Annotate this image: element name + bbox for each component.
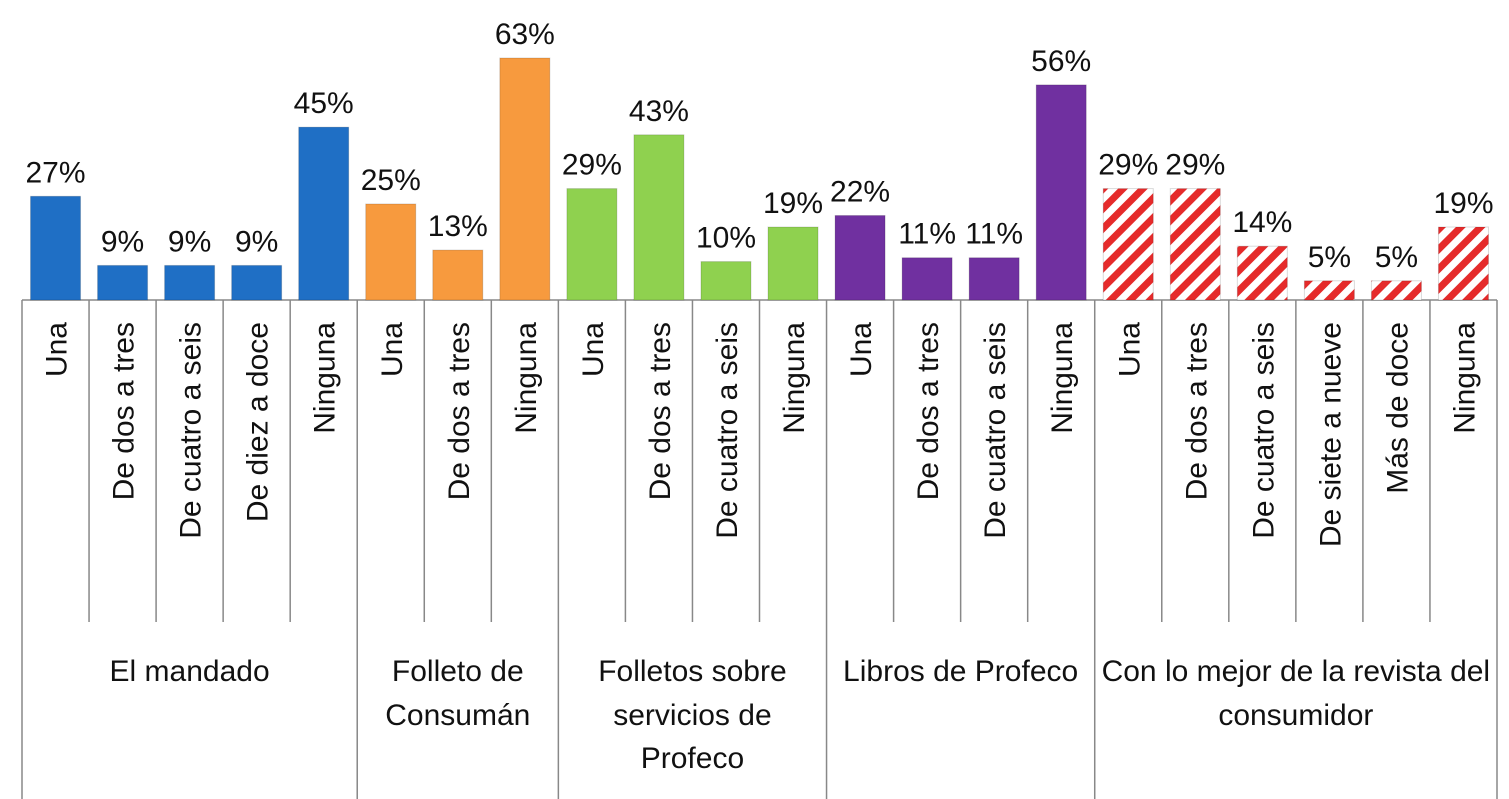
x-tick-label: Una [577, 322, 610, 377]
value-label: 27% [25, 156, 85, 189]
bar [1370, 280, 1422, 301]
x-tick-label: Una [845, 322, 878, 377]
bar [767, 226, 819, 301]
x-tick-label: Más de doce [1381, 322, 1414, 494]
bar [164, 264, 216, 301]
bar [834, 214, 886, 301]
value-label: 5% [1308, 241, 1351, 274]
bar [1437, 226, 1489, 301]
value-label: 9% [235, 225, 278, 258]
bar [298, 126, 350, 301]
group-label: Con lo mejor de la revista del consumido… [1101, 655, 1491, 732]
x-tick-label: De dos a tres [443, 322, 476, 500]
x-tick-label: Ninguna [510, 322, 543, 434]
bar [432, 249, 484, 301]
bar [968, 257, 1020, 301]
bar [700, 261, 752, 301]
x-tick-label: Ninguna [778, 322, 811, 434]
value-label: 14% [1232, 206, 1292, 239]
x-tick-label: De cuatro a seis [1247, 322, 1280, 539]
value-label: 9% [101, 225, 144, 258]
group-label: Folletos sobre servicios de Profeco [598, 655, 787, 775]
value-label: 29% [1098, 149, 1158, 182]
value-label: 29% [562, 149, 622, 182]
group-label: Libros de Profeco [843, 655, 1079, 688]
value-label: 29% [1165, 149, 1225, 182]
x-tick-label: Una [41, 322, 74, 377]
bar [1102, 188, 1154, 301]
x-tick-label: De dos a tres [1180, 322, 1213, 500]
bar [365, 203, 417, 301]
x-tick-label: Una [1113, 322, 1146, 377]
group-label: El mandado [109, 655, 270, 688]
value-label: 5% [1375, 241, 1418, 274]
value-label: 10% [696, 222, 756, 255]
bar [1035, 84, 1087, 301]
x-tick-label: Ninguna [1046, 322, 1079, 434]
x-tick-label: Ninguna [309, 322, 342, 434]
value-label: 63% [495, 18, 555, 51]
x-tick-label: De cuatro a seis [175, 322, 208, 539]
bar [566, 188, 618, 301]
x-tick-label: De siete a nueve [1314, 322, 1347, 547]
value-label: 22% [830, 175, 890, 208]
x-tick-label: Una [376, 322, 409, 377]
bar [30, 195, 82, 301]
group-label-box: Libros de Profeco [843, 655, 1079, 688]
x-tick-label: De cuatro a seis [711, 322, 744, 539]
bar [633, 134, 685, 301]
value-label: 43% [629, 95, 689, 128]
bar [231, 264, 283, 301]
group-label-box: El mandado [109, 655, 270, 688]
value-label: 11% [898, 218, 956, 251]
value-label: 9% [168, 225, 211, 258]
x-tick-label: De dos a tres [912, 322, 945, 500]
x-tick-label: Ninguna [1448, 322, 1481, 434]
bar [97, 264, 149, 301]
value-label: 13% [428, 210, 488, 243]
x-tick-label: De dos a tres [108, 322, 141, 500]
bar [1303, 280, 1355, 301]
x-tick-label: De diez a doce [242, 322, 275, 522]
group-label: Folleto de Consumán [385, 655, 531, 732]
group-label-box: Folleto de Consumán [385, 655, 531, 732]
bar [1169, 188, 1221, 301]
x-tick-label: De cuatro a seis [979, 322, 1012, 539]
value-label: 19% [763, 187, 823, 220]
value-label: 25% [361, 164, 421, 197]
bar [499, 57, 551, 301]
value-label: 19% [1433, 187, 1493, 220]
bar [1236, 245, 1288, 301]
value-label: 56% [1031, 45, 1091, 78]
value-label: 45% [294, 87, 354, 120]
group-label-box: Con lo mejor de la revista del consumido… [1101, 655, 1491, 732]
bar [901, 257, 953, 301]
value-label: 11% [965, 218, 1023, 251]
x-tick-label: De dos a tres [644, 322, 677, 500]
group-label-box: Folletos sobre servicios de Profeco [598, 655, 787, 775]
